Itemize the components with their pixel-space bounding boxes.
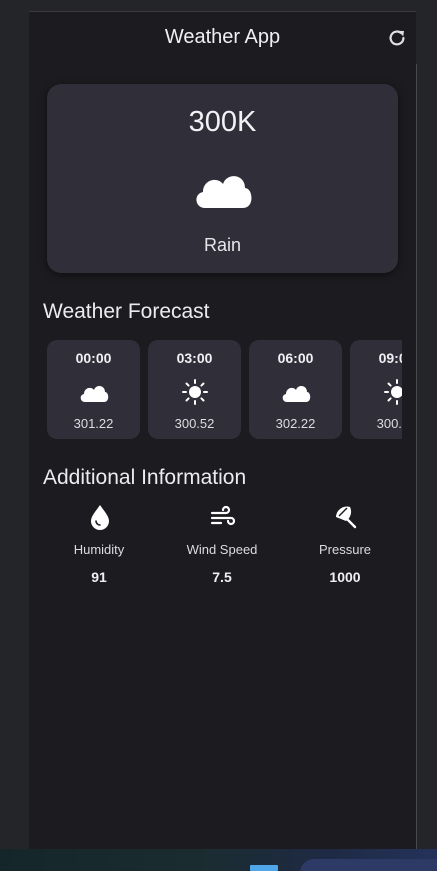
current-weather-card: 300K Rain <box>47 84 398 273</box>
app-window: Weather App 300K Rain Weather Forecast 0… <box>29 11 416 849</box>
forecast-temp: 302.22 <box>275 416 316 431</box>
pressure-info: Pressure 1000 <box>290 504 400 594</box>
forecast-temp: 300.52 <box>174 416 215 431</box>
info-label: Pressure <box>318 542 372 557</box>
forecast-card[interactable]: 06:00 302.22 <box>249 340 342 439</box>
taskbar-background-shape <box>300 859 437 871</box>
app-title: Weather App <box>164 26 281 48</box>
refresh-icon[interactable] <box>386 27 408 49</box>
app-bar: Weather App <box>29 12 416 64</box>
forecast-temp: 300.52 <box>376 416 402 431</box>
info-label: Humidity <box>73 542 125 557</box>
info-value: 1000 <box>329 569 361 585</box>
wind-speed-info: Wind Speed 7.5 <box>167 504 277 594</box>
umbrella-icon <box>336 506 357 529</box>
forecast-time: 09:00 <box>378 350 402 366</box>
sun-icon <box>384 379 402 405</box>
cloud-icon <box>282 386 311 402</box>
forecast-temp: 301.22 <box>73 416 114 431</box>
forecast-card[interactable]: 00:00 301.22 <box>47 340 140 439</box>
additional-info-title: Additional Information <box>43 466 247 489</box>
wind-icon <box>210 505 236 526</box>
sun-icon <box>182 379 208 405</box>
cloud-icon <box>80 386 109 402</box>
info-label: Wind Speed <box>186 542 258 557</box>
info-value: 7.5 <box>212 569 232 585</box>
forecast-time: 00:00 <box>75 350 112 366</box>
window-edge <box>416 64 417 849</box>
current-temperature: 300K <box>188 106 257 138</box>
forecast-time: 06:00 <box>277 350 314 366</box>
humidity-info: Humidity 91 <box>44 504 154 594</box>
cloud-icon <box>196 176 252 208</box>
forecast-time: 03:00 <box>176 350 213 366</box>
info-value: 91 <box>91 569 107 585</box>
forecast-list[interactable]: 00:00 301.22 03:00 300.52 06:00 <box>47 340 402 440</box>
windows-start-icon[interactable] <box>250 865 278 871</box>
taskbar <box>0 849 437 871</box>
current-condition: Rain <box>203 235 242 255</box>
forecast-card[interactable]: 03:00 300.52 <box>148 340 241 439</box>
forecast-title: Weather Forecast <box>43 300 210 323</box>
forecast-card[interactable]: 09:00 300.52 <box>350 340 402 439</box>
water-drop-icon <box>91 505 109 530</box>
